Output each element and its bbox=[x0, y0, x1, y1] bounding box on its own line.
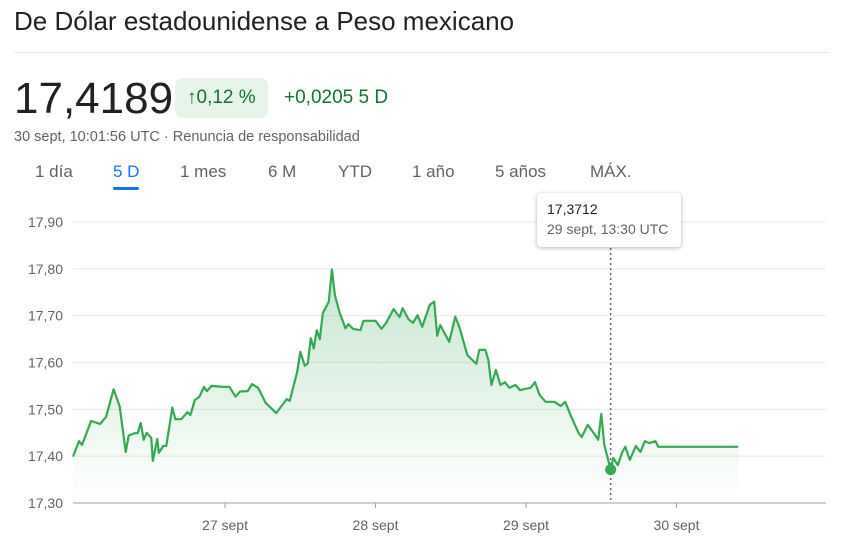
current-price: 17,4189 bbox=[14, 74, 174, 123]
tab-1-day[interactable]: 1 día bbox=[35, 162, 73, 181]
tab-ytd[interactable]: YTD bbox=[338, 162, 372, 181]
y-tick-label: 17,60 bbox=[28, 355, 63, 371]
price-chart[interactable]: 17,30 17,40 17,50 17,60 17,70 17,80 17,90 27 se… bbox=[0, 190, 843, 548]
tab-5-days[interactable]: 5 D bbox=[113, 162, 140, 190]
area-fill bbox=[72, 269, 739, 503]
x-tick-label: 29 sept bbox=[503, 517, 549, 533]
hover-point bbox=[605, 464, 617, 476]
range-tabs: 1 día 5 D 1 mes 6 M YTD 1 año 5 años MÁX… bbox=[0, 160, 843, 190]
tab-6-months[interactable]: 6 M bbox=[268, 162, 297, 181]
x-tick-label: 28 sept bbox=[353, 517, 399, 533]
y-tick-label: 17,80 bbox=[28, 261, 63, 277]
y-tick-label: 17,40 bbox=[28, 448, 63, 464]
tab-1-month[interactable]: 1 mes bbox=[180, 162, 227, 181]
percent-change-badge: ↑0,12 % bbox=[175, 78, 268, 118]
percent-change: 0,12 % bbox=[196, 87, 256, 108]
price-line bbox=[71, 268, 739, 471]
tooltip-value: 17,3712 bbox=[547, 201, 598, 217]
x-tick-label: 27 sept bbox=[202, 517, 248, 533]
y-tick-label: 17,70 bbox=[28, 308, 63, 324]
tooltip-date: 29 sept, 13:30 UTC bbox=[547, 221, 669, 237]
hover-tooltip: 17,3712 29 sept, 13:30 UTC bbox=[537, 193, 681, 247]
arrow-up-icon: ↑ bbox=[187, 87, 197, 108]
page-title: De Dólar estadounidense a Peso mexicano bbox=[14, 6, 515, 36]
tab-max[interactable]: MÁX. bbox=[590, 162, 632, 181]
tab-1-year[interactable]: 1 año bbox=[412, 162, 455, 181]
x-tick-label: 30 sept bbox=[654, 517, 700, 533]
divider bbox=[14, 52, 829, 53]
absolute-change: +0,0205 5 D bbox=[284, 87, 389, 108]
y-tick-label: 17,90 bbox=[28, 214, 63, 230]
tab-5-years[interactable]: 5 años bbox=[495, 162, 547, 181]
timestamp-disclaimer[interactable]: 30 sept, 10:01:56 UTC · Renuncia de resp… bbox=[14, 129, 360, 145]
y-tick-label: 17,30 bbox=[28, 495, 63, 511]
y-tick-label: 17,50 bbox=[28, 401, 63, 417]
